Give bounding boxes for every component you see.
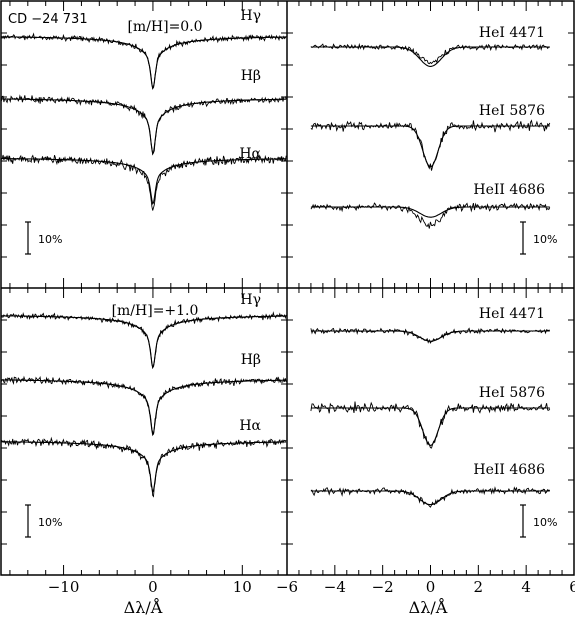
line-label-bottom-left-2: Hα [239,418,261,434]
observed-spectrum-bottom-right-0 [310,327,550,344]
line-label-bottom-right-2: HeII 4686 [473,462,545,478]
observed-spectrum-top-right-1 [310,119,551,171]
model-fit-top-right-0 [310,46,550,67]
observed-spectrum-bottom-left-2 [1,436,287,498]
model-fit-bottom-right-2 [310,490,550,506]
x-tick-label-right: 2 [474,578,484,596]
model-fit-bottom-left-0 [1,315,287,369]
model-fit-top-right-2 [310,206,550,218]
x-axis-title-left: Δλ/Å [124,597,163,617]
x-tick-label-right: −6 [276,578,298,596]
x-axis-title-right: Δλ/Å [409,597,448,617]
observed-spectrum-top-left-2 [1,154,287,211]
observed-spectrum-top-left-1 [0,94,287,156]
model-fit-bottom-right-0 [310,330,550,342]
star-label: CD −24 731 [8,12,88,27]
x-tick-label-left: 0 [148,578,158,596]
observed-spectrum-top-right-0 [310,42,550,65]
panel-bottom-right: HeI 4471 HeI 5876 HeII 4686 10% [310,306,557,538]
line-label-top-left-2: Hα [239,146,261,162]
model-fit-bottom-left-2 [1,441,287,494]
model-fit-top-right-1 [310,125,550,168]
metallicity-label-bottom-left: [m/H]=+1.0 [112,303,199,319]
line-label-top-left-0: Hγ [240,8,261,24]
observed-spectrum-bottom-right-1 [310,401,551,449]
line-label-bottom-left-1: Hβ [241,352,261,368]
scale-label-top-left: 10% [38,233,62,246]
panels-layer: Hγ Hβ Hα 10% [m/H]=0.0 HeI 4471 HeI 5876 HeII 4… [0,8,557,538]
metallicity-label-top-left: [m/H]=0.0 [127,19,202,35]
x-tick-label-right: 6 [569,578,575,596]
model-fit-bottom-left-1 [1,379,287,437]
x-tick-label-right: 0 [426,578,436,596]
line-label-bottom-left-0: Hγ [240,292,261,308]
line-label-top-right-1: HeI 5876 [479,103,545,119]
panel-top-left: Hγ Hβ Hα 10% [m/H]=0.0 [0,8,287,255]
panel-bottom-left: Hγ Hβ Hα 10% [m/H]=+1.0 [1,292,287,538]
frame-layer [0,0,575,576]
model-fit-top-left-2 [1,158,287,206]
model-fit-bottom-right-1 [310,407,550,446]
line-label-top-left-1: Hβ [241,68,261,84]
x-tick-label-right: −4 [324,578,346,596]
x-tick-label-left: 10 [233,578,252,596]
line-label-bottom-right-0: HeI 4471 [479,306,545,322]
line-label-top-right-0: HeI 4471 [479,25,545,41]
model-fit-top-left-0 [1,36,287,90]
scale-label-bottom-right: 10% [533,516,557,529]
x-tick-label-right: 4 [521,578,531,596]
scale-label-bottom-left: 10% [38,516,62,529]
ticks-layer: −10 0 10 −6 −4 −2 0 2 4 6 [1,1,575,596]
scale-label-top-right: 10% [533,233,557,246]
x-tick-label-right: −2 [372,578,394,596]
model-fit-top-left-1 [1,98,287,156]
x-tick-label-left: −10 [48,578,80,596]
line-label-top-right-2: HeII 4686 [473,182,545,198]
panel-top-right: HeI 4471 HeI 5876 HeII 4686 10% [310,25,557,255]
line-label-bottom-right-1: HeI 5876 [479,385,545,401]
